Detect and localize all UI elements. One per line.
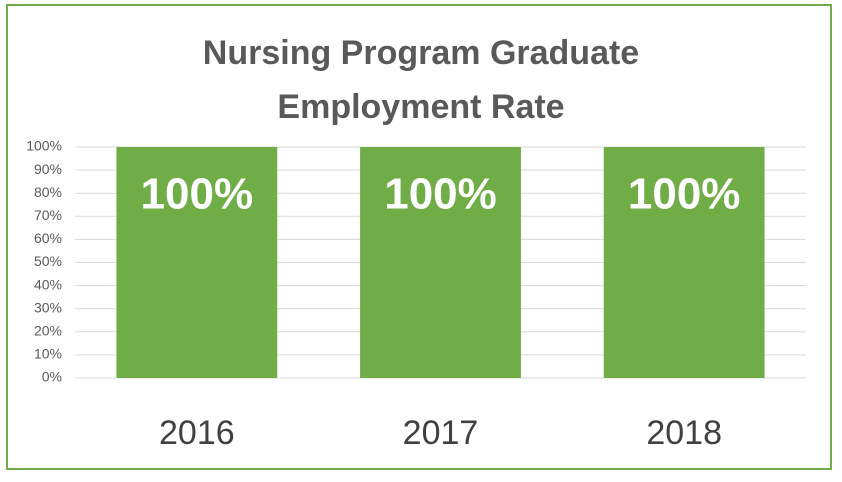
x-tick-label: 2016 [159,414,235,452]
y-tick-label: 40% [34,276,62,292]
y-tick-label: 90% [34,161,62,177]
x-tick-label: 2017 [403,414,479,452]
y-tick-label: 20% [34,323,62,339]
y-tick-label: 60% [34,230,62,246]
y-tick-label: 50% [34,253,62,269]
y-tick-label: 30% [34,299,62,315]
bar [603,147,765,378]
y-tick-label: 70% [34,207,62,223]
y-tick-label: 80% [34,184,62,200]
y-tick-label: 10% [34,346,62,362]
bar [116,147,278,378]
chart-title: Nursing Program Graduate Employment Rate [202,34,640,126]
bar [360,147,521,378]
chart-border [6,4,832,470]
value-label: 100% [384,170,497,219]
y-tick-label: 100% [26,138,62,154]
y-tick-label: 0% [42,369,62,385]
x-tick-label: 2018 [646,414,722,452]
value-label: 100% [628,170,741,219]
value-label: 100% [141,170,254,219]
